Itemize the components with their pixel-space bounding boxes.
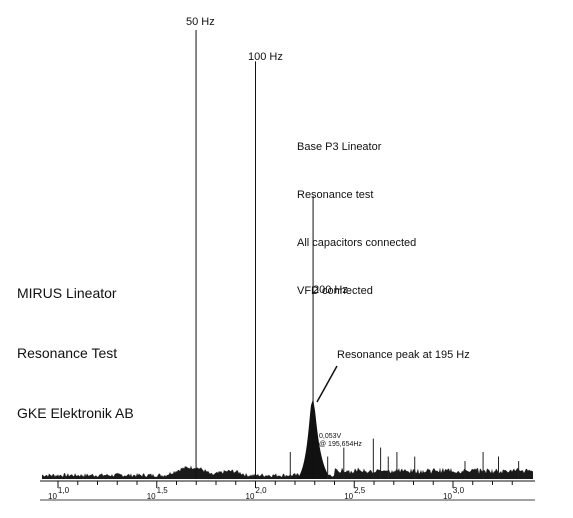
title-block: MIRUS Lineator Resonance Test GKE Elektr… (17, 243, 134, 443)
x-tick-label: 101,5 (147, 486, 168, 501)
marker-readout: 0,053V @ 195,654Hz (319, 433, 362, 449)
x-tick-label: 102,5 (344, 486, 366, 501)
tick-base: 10 (443, 492, 452, 501)
noise-floor (42, 399, 533, 479)
x-axis-ticks (57, 481, 513, 488)
spectrum-peaks (195, 30, 520, 479)
peak-label-50hz: 50 Hz (186, 16, 215, 28)
tick-base: 10 (48, 492, 57, 501)
marker-frequency: @ 195,654Hz (319, 441, 362, 448)
test-note-line: All capacitors connected (297, 237, 417, 249)
tick-exponent: 1,0 (57, 486, 70, 495)
test-note-line: Base P3 Lineator (297, 141, 382, 153)
peak-label-200hz: 200 Hz (313, 284, 348, 296)
test-notes: Base P3 Lineator Resonance test All capa… (297, 107, 416, 315)
marker-voltage: 0,053V (319, 433, 342, 440)
tick-exponent: 2,0 (255, 486, 267, 495)
tick-base: 10 (344, 492, 354, 501)
title-line: MIRUS Lineator (17, 285, 117, 301)
resonance-annotation: Resonance peak at 195 Hz (337, 349, 470, 361)
resonance-hump (297, 399, 332, 479)
resonance-arrow (316, 365, 338, 403)
tick-base: 10 (245, 492, 255, 501)
peak-label-100hz: 100 Hz (248, 51, 283, 63)
noise-floor-area (42, 456, 533, 479)
tick-exponent: 2,5 (354, 486, 366, 495)
title-line: GKE Elektronik AB (17, 405, 134, 421)
title-line: Resonance Test (17, 345, 118, 361)
x-tick-label: 102,0 (246, 486, 267, 501)
test-note-line: VFD connected (297, 285, 373, 297)
tick-exponent: 3,0 (452, 486, 465, 495)
x-tick-label: 103,0 (443, 486, 465, 501)
tick-exponent: 1,5 (156, 486, 168, 495)
x-tick-label: 101,0 (48, 486, 70, 501)
test-note-line: Resonance test (297, 189, 374, 201)
tick-base: 10 (146, 492, 156, 501)
